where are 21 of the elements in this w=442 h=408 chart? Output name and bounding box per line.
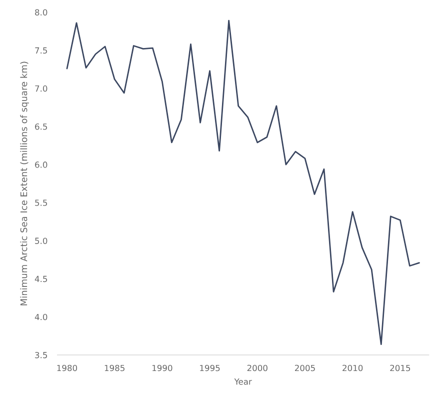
y-tick-label: 6.0 <box>35 162 48 168</box>
x-tick-label: 2015 <box>390 364 410 372</box>
y-tick-label: 4.0 <box>34 314 48 320</box>
x-tick-label: 1980 <box>57 364 78 372</box>
x-axis-title: Year <box>234 378 252 385</box>
x-tick-label: 1995 <box>200 364 220 372</box>
y-axis-title: Minimum Arctic Sea Ice Extent (millions of square km) <box>20 62 29 306</box>
y-tick-label: 5.0 <box>35 238 48 244</box>
line-series <box>66 20 420 345</box>
x-tick-label: 1985 <box>104 364 124 372</box>
x-tick-label: 2010 <box>342 364 363 372</box>
x-tick-label: 2000 <box>247 364 268 372</box>
x-tick-label: 2005 <box>294 364 315 372</box>
y-tick-label: 6.5 <box>35 123 48 130</box>
y-tick-label: 3.5 <box>35 352 48 358</box>
y-tick-label: 7.5 <box>35 47 48 54</box>
y-tick-label: 5.5 <box>35 200 48 206</box>
y-tick-label: 8.0 <box>35 9 48 16</box>
y-tick-label: 4.5 <box>34 276 48 282</box>
x-tick-label: 1990 <box>152 364 172 372</box>
y-tick-label: 7.0 <box>35 85 48 92</box>
